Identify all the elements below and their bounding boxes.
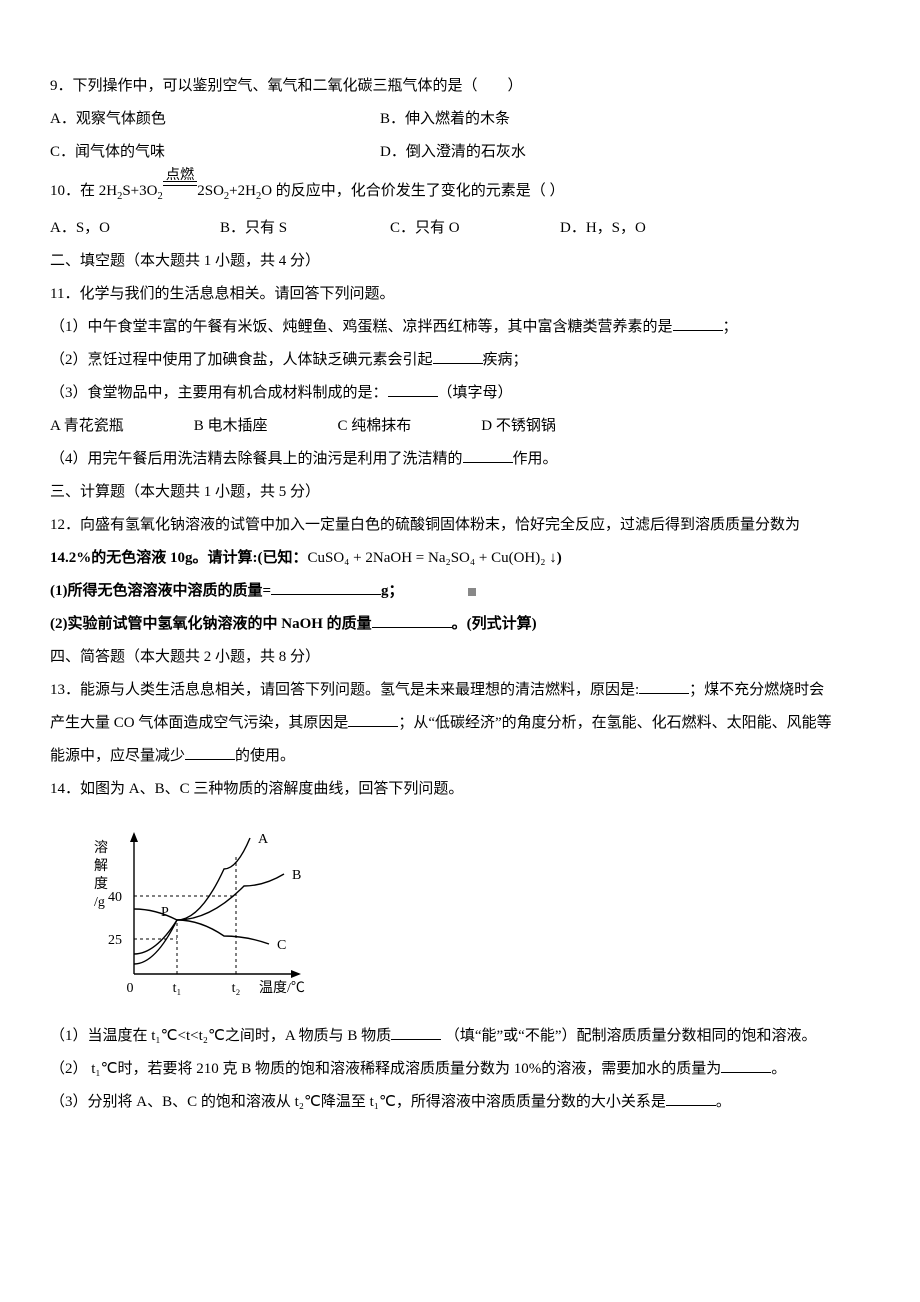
q13-pre: 13．能源与人类生活息息相关，请回答下列问题。氢气是未来最理想的清洁燃料，原因是…: [50, 682, 639, 698]
q11-stem: 11．化学与我们的生活息息相关。请回答下列问题。: [50, 278, 870, 311]
q13-line1: 13．能源与人类生活息息相关，请回答下列问题。氢气是未来最理想的清洁燃料，原因是…: [50, 674, 870, 707]
q10-opts: A．S，O B．只有 S C．只有 O D．H，S，O: [50, 212, 870, 245]
q13-mid1: ；煤不充分燃烧时会: [689, 682, 824, 698]
svg-text:/g: /g: [94, 895, 105, 910]
q13-line3-pre: 能源中，应尽量减少: [50, 748, 185, 764]
q12-line2: 14.2%的无色溶液 10g。请计算:(已知：CuSO₄ + 2NaOH = N…: [50, 542, 870, 575]
svg-text:0: 0: [127, 981, 134, 996]
q9-stem: 9．下列操作中，可以鉴别空气、氧气和二氧化碳三瓶气体的是（ ）: [50, 70, 870, 103]
q12-line2-post: ): [557, 550, 562, 566]
q13-blank2[interactable]: [348, 711, 398, 727]
q10-opt-c: C．只有 O: [390, 212, 560, 245]
q11-p4-blank[interactable]: [463, 447, 513, 463]
q11-p2-tail: 疾病；: [483, 352, 528, 368]
svg-text:P: P: [161, 905, 169, 920]
svg-text:解: 解: [94, 858, 108, 874]
q12-line2-pre: 14.2%的无色溶液 10g。请计算:(已知：: [50, 550, 308, 566]
solubility-chart: 溶解度/g40 25 0 t₁ t₂ 温度/℃ A B C P: [74, 814, 314, 1014]
q13-blank3[interactable]: [185, 744, 235, 760]
svg-text:温度/℃: 温度/℃: [259, 980, 305, 996]
q10-over-text: 点燃: [163, 160, 198, 191]
q13-line2-pre: 产生大量 CO 气体面造成空气污染，其原因是: [50, 715, 348, 731]
q12-p2: (2)实验前试管中氢氧化钠溶液的中 NaOH 的质量 。(列式计算): [50, 608, 870, 641]
q14-p3-tail: 。: [716, 1094, 731, 1110]
svg-text:度: 度: [94, 876, 108, 892]
q14-p3-blank[interactable]: [666, 1090, 716, 1106]
q14-p2-pre: （2） t₁℃时，若要将 210 克 B 物质的饱和溶液稀释成溶质质量分数为 1…: [50, 1061, 721, 1077]
q11-p1: （1）中午食堂丰富的午餐有米饭、炖鲤鱼、鸡蛋糕、凉拌西红柿等，其中富含糖类营养素…: [50, 311, 870, 344]
svg-text:t₂: t₂: [232, 981, 241, 996]
svg-text:C: C: [277, 938, 286, 953]
q10-pre: 10．在 2H: [50, 183, 117, 199]
q12-marker: [467, 583, 477, 599]
q14-p2-blank[interactable]: [721, 1057, 771, 1073]
q10-stem: 10．在 2H2S+3O2点燃 2SO2+2H2O 的反应中，化合价发生了变化的…: [50, 175, 870, 208]
q12-p2-pre: (2)实验前试管中氢氧化钠溶液的中 NaOH 的质量: [50, 616, 372, 632]
q12-p1-pre: (1)所得无色溶溶液中溶质的质量=: [50, 583, 271, 599]
q11-p1-tail: ；: [723, 319, 738, 335]
q14-p2: （2） t₁℃时，若要将 210 克 B 物质的饱和溶液稀释成溶质质量分数为 1…: [50, 1053, 870, 1086]
q10-arrow: 点燃: [163, 175, 198, 208]
section2-heading: 二、填空题（本大题共 1 小题，共 4 分）: [50, 245, 870, 278]
q10-opt-b: B．只有 S: [220, 212, 390, 245]
svg-text:溶: 溶: [94, 840, 108, 856]
q11-p4-tail: 作用。: [513, 451, 558, 467]
q14-p3: （3）分别将 A、B、C 的饱和溶液从 t₂℃降温至 t₁℃，所得溶液中溶质质量…: [50, 1086, 870, 1119]
q9-opt-c: C．闻气体的气味: [50, 136, 380, 169]
q11-opts: A 青花瓷瓶 B 电木插座 C 纯棉抹布 D 不锈钢锅: [50, 410, 870, 443]
q12-equation: CuSO₄ + 2NaOH = Na₂SO₄ + Cu(OH)₂ ↓: [308, 550, 557, 566]
q10-mid: 2SO: [197, 183, 224, 199]
q10-opt-d: D．H，S，O: [560, 212, 730, 245]
q10-opt-a: A．S，O: [50, 212, 220, 245]
q11-opt-c: C 纯棉抹布: [338, 410, 478, 443]
q11-p2-pre: （2）烹饪过程中使用了加碘食盐，人体缺乏碘元素会引起: [50, 352, 433, 368]
svg-text:t₁: t₁: [173, 981, 182, 996]
q12-p1-blank[interactable]: [271, 579, 381, 595]
q11-opt-b: B 电木插座: [194, 410, 334, 443]
q14-p1: （1）当温度在 t₁℃<t<t₂℃之间时，A 物质与 B 物质 （填“能”或“不…: [50, 1020, 870, 1053]
q11-p1-pre: （1）中午食堂丰富的午餐有米饭、炖鲤鱼、鸡蛋糕、凉拌西红柿等，其中富含糖类营养素…: [50, 319, 673, 335]
q11-opt-d: D 不锈钢锅: [481, 410, 556, 443]
q12-p1-post: g；: [381, 583, 404, 599]
q14-p3-pre: （3）分别将 A、B、C 的饱和溶液从 t₂℃降温至 t₁℃，所得溶液中溶质质量…: [50, 1094, 666, 1110]
svg-text:B: B: [292, 868, 301, 883]
section4-heading: 四、简答题（本大题共 2 小题，共 8 分）: [50, 641, 870, 674]
q14-p1-pre: （1）当温度在 t₁℃<t<t₂℃之间时，A 物质与 B 物质: [50, 1028, 391, 1044]
q11-opt-a: A 青花瓷瓶: [50, 410, 190, 443]
q9-opt-a: A．观察气体颜色: [50, 103, 380, 136]
svg-text:A: A: [258, 832, 269, 847]
q11-p3-blank[interactable]: [388, 381, 438, 397]
q12-stem: 12．向盛有氢氧化钠溶液的试管中加入一定量白色的硫酸铜固体粉末，恰好完全反应，过…: [50, 509, 870, 542]
q11-p4: （4）用完午餐后用洗洁精去除餐具上的油污是利用了洗洁精的 作用。: [50, 443, 870, 476]
q13-mid2: ；从“低碳经济”的角度分析，在氢能、化石燃料、太阳能、风能等: [398, 715, 831, 731]
q14-p1-hint: （填“能”或“不能”）配制溶质质量分数相同的饱和溶液。: [441, 1028, 816, 1044]
q13-line2: 产生大量 CO 气体面造成空气污染，其原因是 ；从“低碳经济”的角度分析，在氢能、…: [50, 707, 870, 740]
q11-p3-tail: （填字母）: [438, 385, 513, 401]
q11-p1-blank[interactable]: [673, 315, 723, 331]
svg-text:40: 40: [108, 890, 122, 905]
q12-p2-post: 。(列式计算): [452, 616, 537, 632]
q14-p2-tail: 。: [771, 1061, 786, 1077]
q11-p4-pre: （4）用完午餐后用洗洁精去除餐具上的油污是利用了洗洁精的: [50, 451, 463, 467]
q14-stem: 14．如图为 A、B、C 三种物质的溶解度曲线，回答下列问题。: [50, 773, 870, 806]
q13-blank1[interactable]: [639, 678, 689, 694]
q12-p1: (1)所得无色溶溶液中溶质的质量= g；: [50, 575, 870, 608]
q14-p1-blank[interactable]: [391, 1024, 441, 1040]
svg-text:25: 25: [108, 933, 122, 948]
q9-opt-b: B．伸入燃着的木条: [380, 103, 510, 136]
section3-heading: 三、计算题（本大题共 1 小题，共 5 分）: [50, 476, 870, 509]
q11-p3: （3）食堂物品中，主要用有机合成材料制成的是： （填字母）: [50, 377, 870, 410]
q13-tail: 的使用。: [235, 748, 295, 764]
q9-opt-d: D．倒入澄清的石灰水: [380, 136, 526, 169]
q12-p2-blank[interactable]: [372, 612, 452, 628]
q11-p3-pre: （3）食堂物品中，主要用有机合成材料制成的是：: [50, 385, 388, 401]
q11-p2: （2）烹饪过程中使用了加碘食盐，人体缺乏碘元素会引起 疾病；: [50, 344, 870, 377]
q13-line3: 能源中，应尽量减少 的使用。: [50, 740, 870, 773]
q9-row1: A．观察气体颜色 B．伸入燃着的木条: [50, 103, 870, 136]
q10-post: O 的反应中，化合价发生了变化的元素是（ ）: [261, 183, 564, 199]
q11-p2-blank[interactable]: [433, 348, 483, 364]
